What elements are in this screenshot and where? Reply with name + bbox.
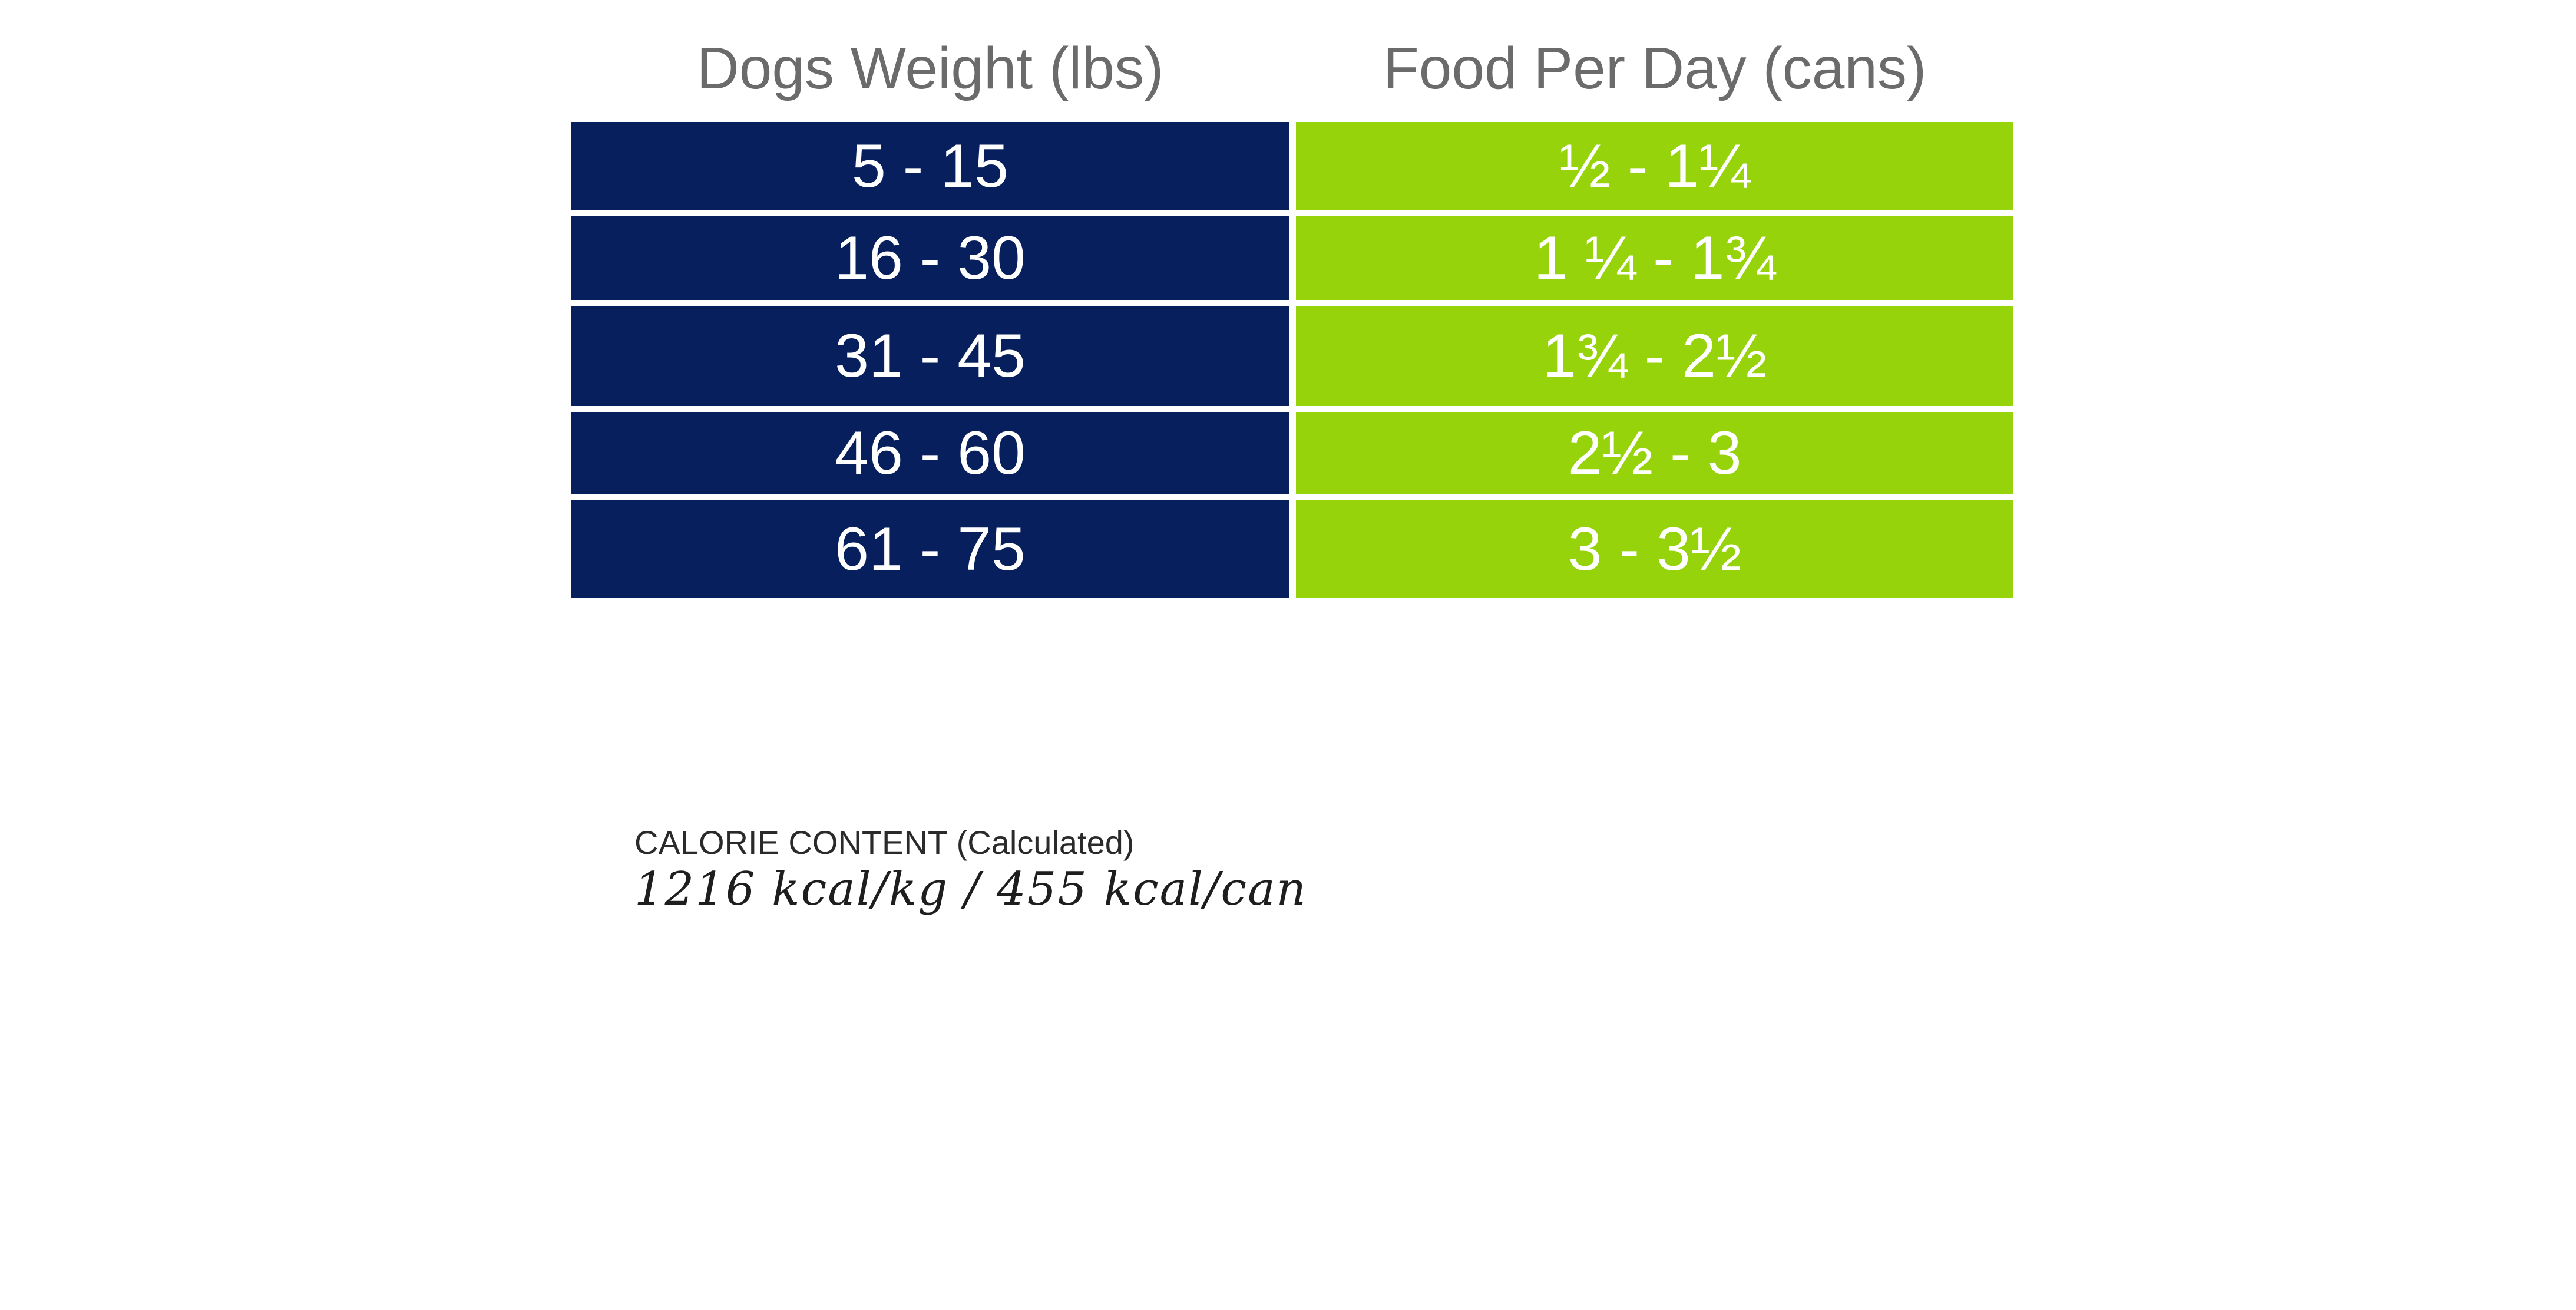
food-cell: 1¾ - 2½ — [1296, 306, 2013, 406]
weight-cell: 61 - 75 — [571, 500, 1289, 598]
feeding-table: 5 - 15 ½ - 1¼ 16 - 30 1 ¼ - 1¾ 31 - 45 1… — [571, 122, 2013, 598]
food-cell: 2½ - 3 — [1296, 412, 2013, 494]
calorie-content-value: 1216 kcal/kg / 455 kcal/can — [634, 863, 1307, 916]
food-cell: 1 ¼ - 1¾ — [1296, 216, 2013, 300]
table-row: 31 - 45 1¾ - 2½ — [571, 306, 2013, 406]
weight-cell: 31 - 45 — [571, 306, 1289, 406]
food-cell: 3 - 3½ — [1296, 500, 2013, 598]
food-column-header: Food Per Day (cans) — [1383, 35, 1927, 101]
weight-cell: 46 - 60 — [571, 412, 1289, 494]
table-row: 5 - 15 ½ - 1¼ — [571, 122, 2013, 210]
weight-cell: 16 - 30 — [571, 216, 1289, 300]
calorie-content-label: CALORIE CONTENT (Calculated) — [634, 824, 1135, 861]
table-row: 16 - 30 1 ¼ - 1¾ — [571, 216, 2013, 300]
weight-column-header: Dogs Weight (lbs) — [696, 35, 1164, 101]
table-row: 46 - 60 2½ - 3 — [571, 412, 2013, 494]
weight-cell: 5 - 15 — [571, 122, 1289, 210]
table-row: 61 - 75 3 - 3½ — [571, 500, 2013, 598]
food-cell: ½ - 1¼ — [1296, 122, 2013, 210]
